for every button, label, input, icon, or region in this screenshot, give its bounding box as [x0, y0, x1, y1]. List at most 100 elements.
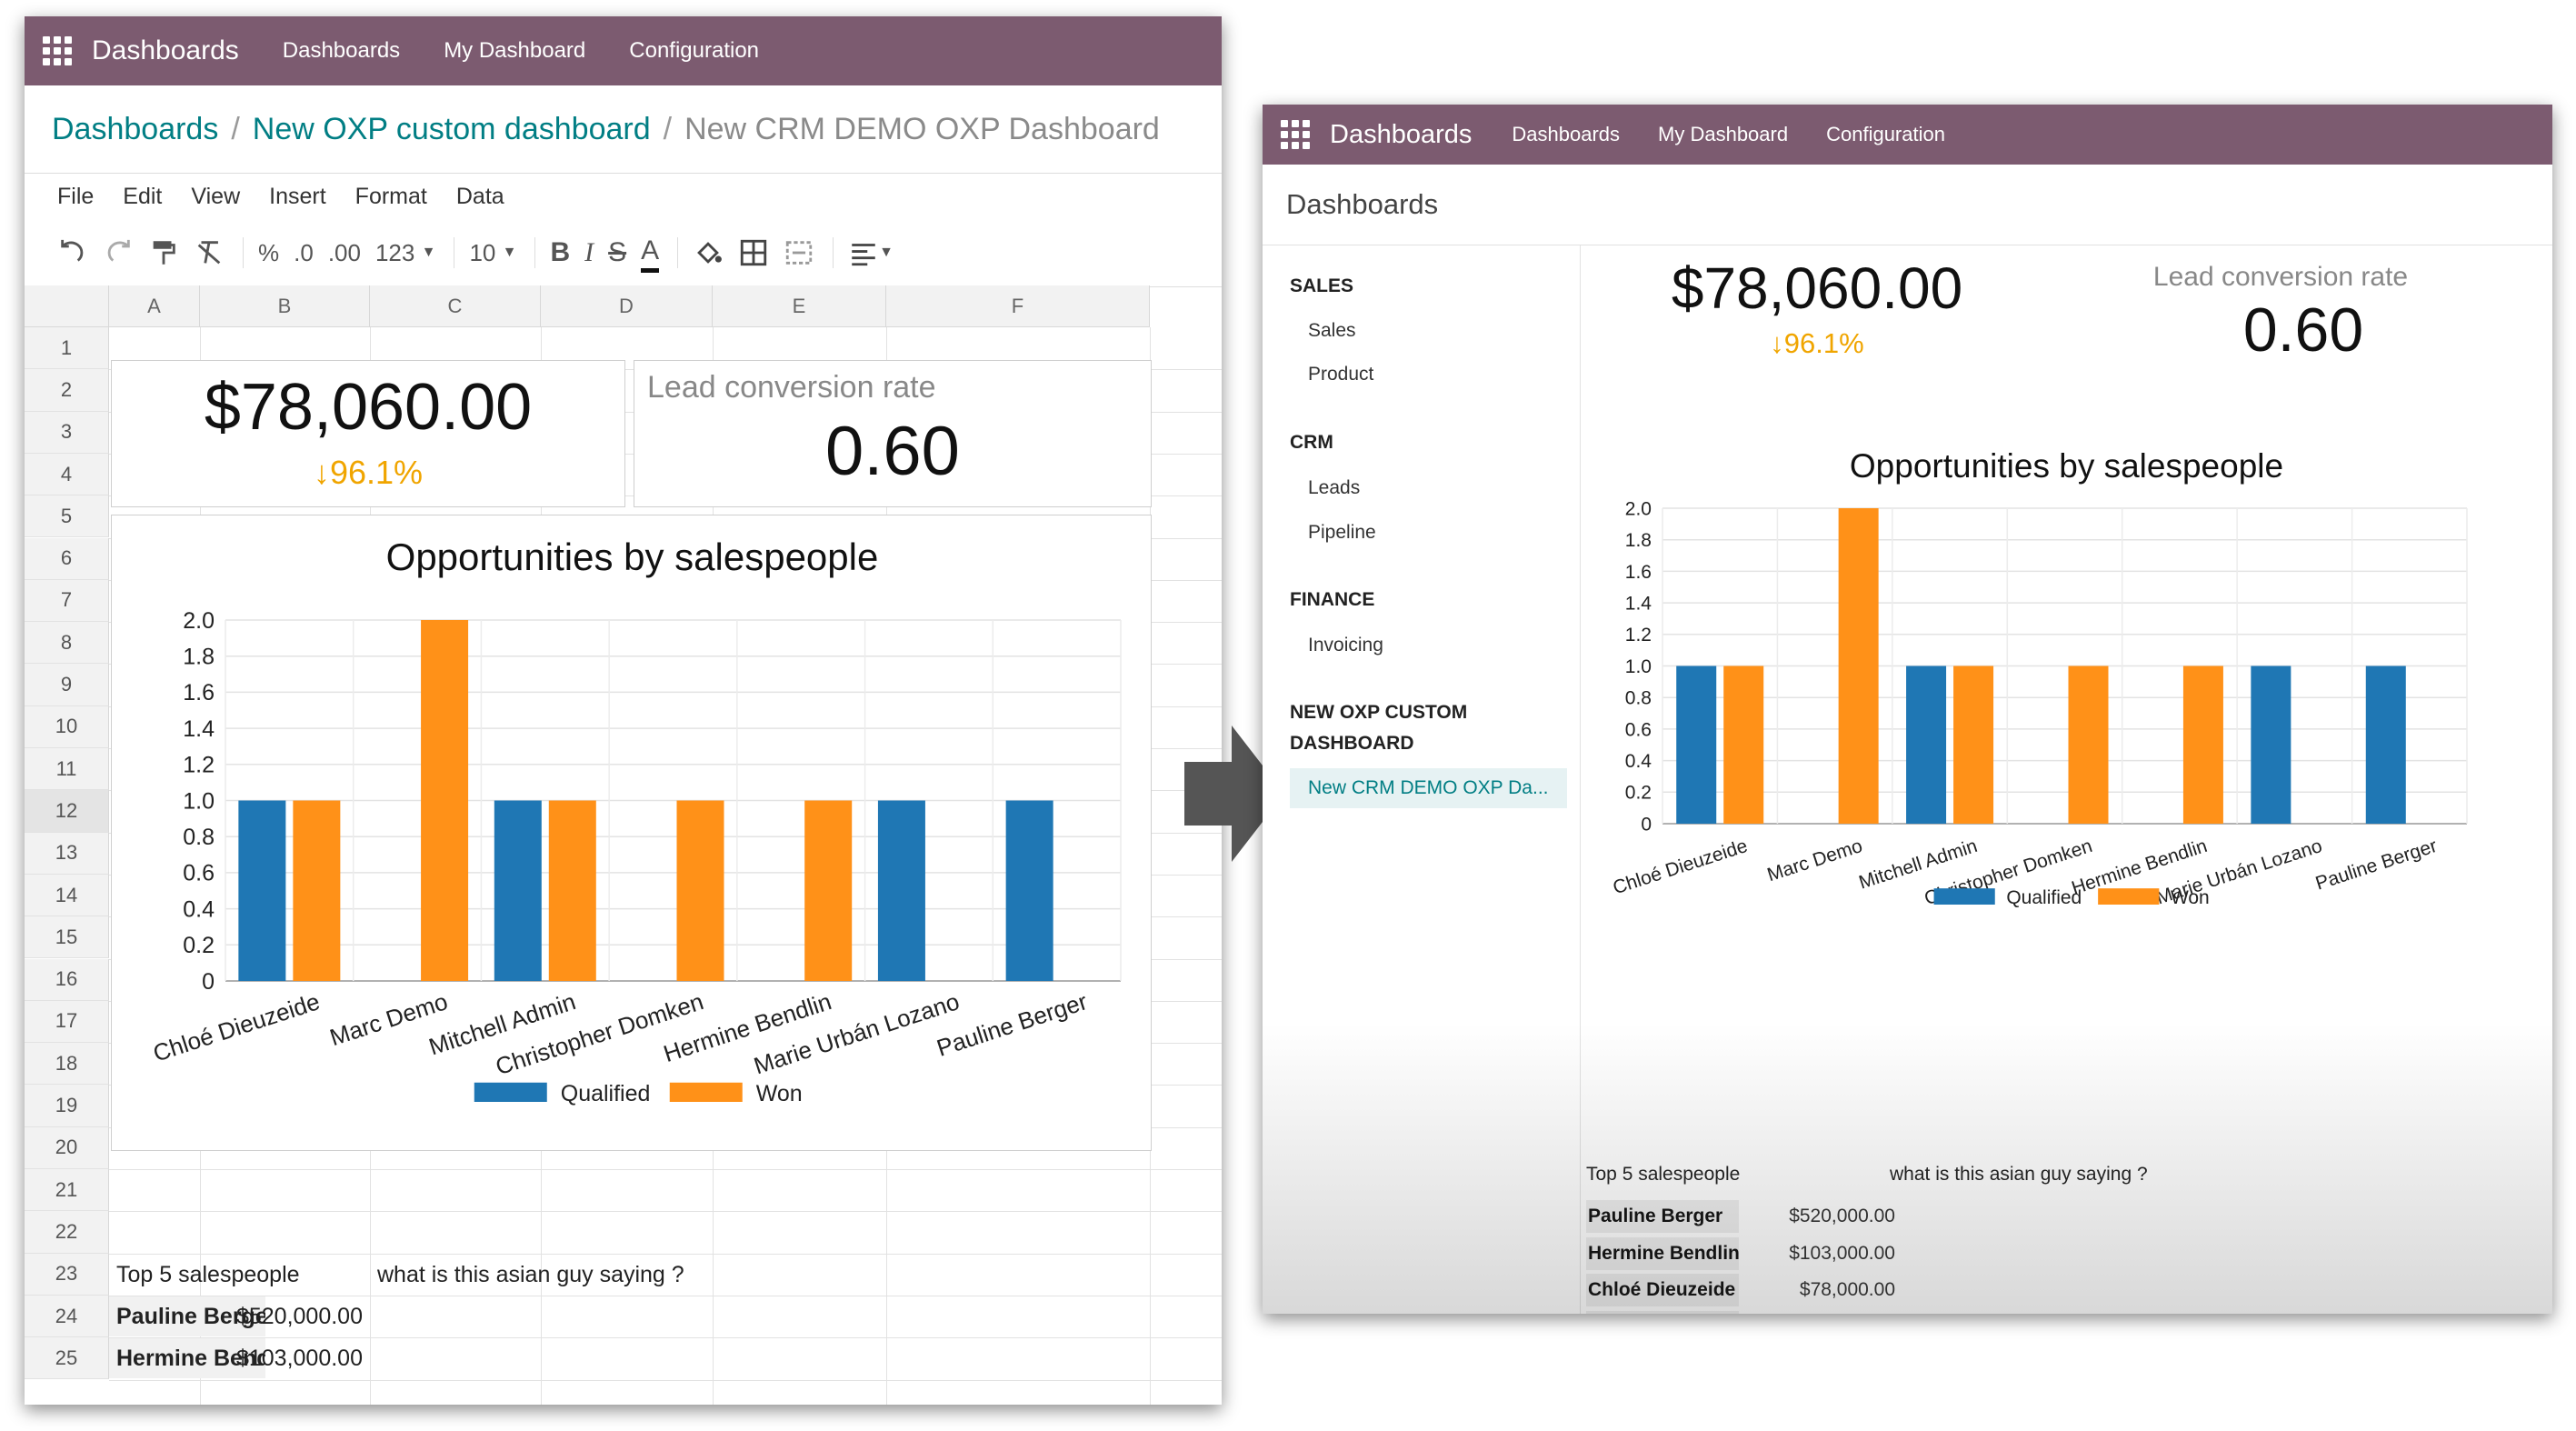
sidebar-item-sales[interactable]: Sales	[1308, 320, 1356, 341]
number-format-dropdown[interactable]: 123 ▼	[375, 233, 435, 273]
strikethrough-icon[interactable]: S	[608, 237, 627, 267]
row-header[interactable]: 22	[25, 1211, 109, 1254]
undo-icon[interactable]	[57, 233, 88, 273]
cell-note[interactable]: what is this asian guy saying ?	[377, 1261, 684, 1287]
app-brand[interactable]: Dashboards	[1330, 119, 1473, 149]
row-header[interactable]: 19	[25, 1085, 109, 1127]
table-row-value[interactable]: $78,000.00	[1799, 1279, 1895, 1300]
table-row-name[interactable]: Marie Urbán Lozano	[1586, 1310, 1739, 1314]
revenue-scorecard[interactable]: $78,060.00 ↓96.1%	[1617, 245, 2017, 382]
row-header[interactable]: 12	[25, 790, 109, 833]
sidebar-item-invoicing[interactable]: Invoicing	[1308, 635, 1383, 655]
text-color-icon[interactable]: A	[641, 234, 660, 273]
menu-data[interactable]: Data	[455, 183, 504, 209]
revenue-scorecard[interactable]: $78,060.00 ↓96.1%	[111, 360, 625, 507]
table-row-value[interactable]: $42,000.00	[1737, 1311, 1895, 1315]
bar-won[interactable]	[676, 800, 724, 982]
row-header[interactable]: 1	[25, 327, 109, 370]
column-header[interactable]: A	[109, 285, 200, 327]
bar-qualified[interactable]	[238, 800, 286, 982]
nav-dashboards[interactable]: Dashboards	[282, 38, 401, 63]
bar-won[interactable]	[2068, 665, 2109, 825]
row-header[interactable]: 5	[25, 495, 109, 538]
nav-my-dashboard[interactable]: My Dashboard	[1658, 123, 1789, 145]
sidebar-item-leads[interactable]: Leads	[1308, 477, 1361, 498]
bar-qualified[interactable]	[1676, 665, 1717, 825]
bar-won[interactable]	[1723, 665, 1764, 825]
row-header[interactable]: 16	[25, 958, 109, 1001]
row-header[interactable]: 25	[25, 1337, 109, 1380]
breadcrumb-root[interactable]: Dashboards	[52, 111, 219, 146]
column-header[interactable]: D	[541, 285, 713, 327]
column-header[interactable]: C	[370, 285, 541, 327]
bar-won[interactable]	[1838, 508, 1879, 824]
legend-label[interactable]: Qualified	[2006, 887, 2082, 908]
column-header[interactable]: E	[713, 285, 886, 327]
bar-won[interactable]	[804, 800, 853, 982]
nav-dashboards[interactable]: Dashboards	[1512, 123, 1621, 145]
legend-label[interactable]: Qualified	[561, 1081, 651, 1106]
font-size-dropdown[interactable]: 10 ▼	[469, 233, 516, 273]
column-header[interactable]: B	[200, 285, 370, 327]
italic-icon[interactable]: I	[584, 237, 594, 267]
row-header[interactable]: 4	[25, 453, 109, 496]
spreadsheet-grid[interactable]: A B C D E F 1 2 3 4 5 6 7 8 9 10 11 12 13 14 15 16 17 18 19 20 21 2…	[25, 285, 1222, 1405]
conversion-scorecard[interactable]: Lead conversion rate 0.60	[2053, 245, 2508, 382]
row-header[interactable]: 23	[25, 1253, 109, 1296]
row-header[interactable]: 13	[25, 832, 109, 875]
row-header[interactable]: 9	[25, 664, 109, 706]
nav-my-dashboard[interactable]: My Dashboard	[444, 38, 586, 63]
opportunities-chart[interactable]: Opportunities by salespeople 0 0.2 0.4 0.6 0.…	[1581, 382, 2552, 1055]
redo-icon[interactable]	[103, 233, 134, 273]
breadcrumb-middle[interactable]: New OXP custom dashboard	[252, 111, 651, 146]
bar-qualified[interactable]	[1005, 800, 1053, 982]
row-header[interactable]: 24	[25, 1295, 109, 1338]
row-header[interactable]: 14	[25, 874, 109, 917]
row-header[interactable]: 21	[25, 1169, 109, 1212]
increase-decimal-button[interactable]: .00	[327, 238, 361, 266]
row-header[interactable]: 17	[25, 1000, 109, 1044]
cell-top5-label[interactable]: Top 5 salespeople	[116, 1261, 300, 1287]
apps-grid-icon[interactable]	[1281, 120, 1310, 149]
merge-cells-icon[interactable]	[784, 233, 814, 273]
cell-amount[interactable]: $520,000.00	[235, 1303, 363, 1329]
legend-label[interactable]: Won	[2171, 887, 2210, 908]
corner-cell[interactable]	[25, 285, 109, 327]
align-dropdown[interactable]: ▼	[848, 233, 894, 273]
table-row-name[interactable]: Chloé Dieuzeide	[1586, 1274, 1739, 1306]
menu-format[interactable]: Format	[354, 183, 427, 209]
borders-icon[interactable]	[738, 233, 769, 273]
row-header[interactable]: 18	[25, 1043, 109, 1086]
nav-configuration[interactable]: Configuration	[1826, 123, 1945, 145]
table-row-value[interactable]: $520,000.00	[1789, 1206, 1895, 1226]
menu-file[interactable]: File	[57, 183, 95, 209]
bar-won[interactable]	[421, 620, 469, 981]
sidebar-item-product[interactable]: Product	[1308, 364, 1374, 385]
table-row-name[interactable]: Hermine Bendlin	[1586, 1236, 1739, 1270]
conversion-scorecard[interactable]: Lead conversion rate 0.60	[634, 360, 1152, 507]
row-header[interactable]: 20	[25, 1126, 109, 1169]
bar-won[interactable]	[548, 800, 596, 982]
nav-configuration[interactable]: Configuration	[629, 38, 760, 63]
bar-qualified[interactable]	[2251, 665, 2291, 825]
row-header[interactable]: 2	[25, 369, 109, 412]
row-header[interactable]: 3	[25, 411, 109, 454]
fill-color-icon[interactable]	[693, 233, 724, 273]
sidebar-item-pipeline[interactable]: Pipeline	[1308, 522, 1376, 543]
row-header[interactable]: 15	[25, 916, 109, 959]
menu-edit[interactable]: Edit	[123, 183, 163, 209]
cell-amount[interactable]: $103,000.00	[235, 1346, 363, 1372]
decrease-decimal-button[interactable]: .0	[294, 238, 314, 266]
bar-won[interactable]	[1953, 665, 1994, 825]
bar-won[interactable]	[2182, 665, 2223, 825]
bar-qualified[interactable]	[2365, 665, 2406, 825]
bar-qualified[interactable]	[1906, 665, 1947, 825]
menu-insert[interactable]: Insert	[269, 183, 326, 209]
app-brand[interactable]: Dashboards	[92, 35, 239, 65]
apps-grid-icon[interactable]	[43, 36, 72, 65]
row-header[interactable]: 6	[25, 537, 109, 580]
row-header[interactable]: 11	[25, 748, 109, 791]
legend-label[interactable]: Won	[756, 1081, 803, 1106]
format-percent-button[interactable]: %	[258, 238, 280, 266]
menu-view[interactable]: View	[191, 183, 241, 209]
